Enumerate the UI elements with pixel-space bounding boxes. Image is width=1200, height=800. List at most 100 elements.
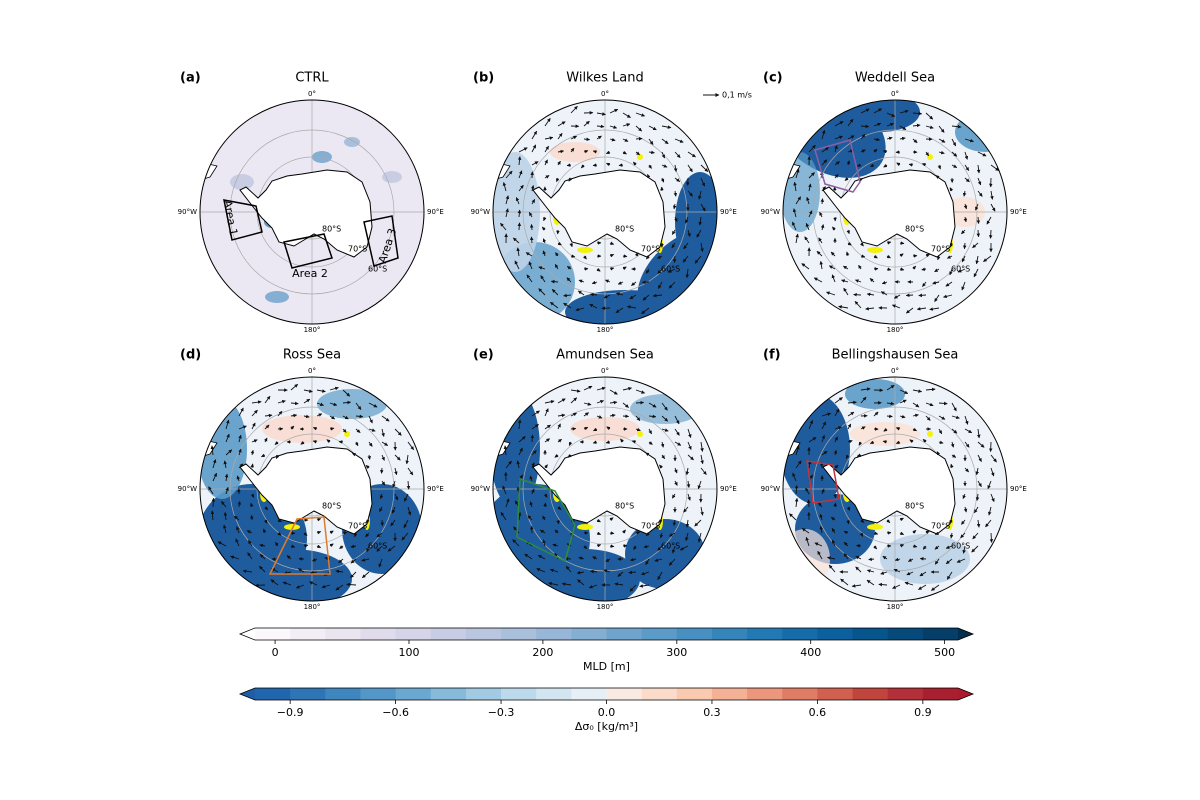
velocity-arrow	[893, 568, 901, 573]
velocity-arrow	[609, 137, 616, 142]
velocity-arrow	[687, 151, 696, 158]
velocity-arrow	[242, 569, 253, 574]
lon-label: 90°W	[471, 485, 490, 493]
velocity-arrow	[909, 439, 914, 444]
velocity-arrow	[277, 518, 282, 523]
colorbar-bin	[290, 688, 326, 700]
panel-title: Wilkes Land	[566, 71, 643, 86]
velocity-arrow	[808, 144, 816, 153]
velocity-arrow	[263, 519, 268, 524]
velocity-arrow	[934, 558, 940, 565]
velocity-arrow	[316, 531, 322, 535]
velocity-arrow	[990, 190, 994, 200]
velocity-arrow	[858, 441, 863, 446]
velocity-arrow	[679, 545, 689, 551]
velocity-arrow	[556, 519, 560, 525]
velocity-arrow	[208, 486, 214, 495]
velocity-arrow	[977, 454, 982, 462]
colorbar-tick-label: 400	[800, 646, 821, 659]
velocity-arrow	[847, 411, 855, 417]
velocity-arrow	[531, 410, 540, 417]
colorbar-bin	[430, 688, 467, 700]
velocity-arrow	[819, 260, 824, 270]
colorbar-tick-label: 300	[666, 646, 687, 659]
velocity-arrow	[886, 122, 894, 127]
map-border	[492, 99, 718, 325]
velocity-arrow	[794, 485, 799, 495]
velocity-arrow	[938, 440, 944, 445]
velocity-arrow	[622, 123, 631, 127]
velocity-arrow	[891, 304, 901, 309]
velocity-arrow	[899, 531, 905, 535]
colorbar-bin	[711, 628, 748, 640]
velocity-arrow	[639, 584, 650, 588]
lat-label: 60°S	[368, 542, 387, 551]
velocity-arrow	[312, 558, 318, 562]
velocity-arrow	[568, 441, 573, 446]
velocity-arrow	[661, 415, 669, 422]
velocity-arrow	[906, 307, 914, 314]
velocity-arrow	[634, 252, 639, 257]
velocity-arrow	[869, 163, 875, 167]
velocity-arrow	[827, 556, 836, 560]
velocity-arrow	[672, 203, 677, 210]
velocity-arrow	[403, 493, 409, 502]
velocity-arrow	[671, 229, 676, 235]
velocity-arrow	[925, 112, 934, 120]
velocity-arrow	[518, 447, 523, 456]
velocity-arrow	[652, 293, 663, 298]
velocity-arrow	[674, 480, 678, 486]
velocity-arrow	[860, 124, 870, 129]
velocity-arrow	[860, 426, 866, 430]
velocity-arrow	[855, 279, 862, 283]
velocity-arrow	[557, 241, 562, 246]
velocity-arrow	[985, 519, 992, 528]
velocity-arrow	[834, 161, 840, 166]
velocity-arrow	[645, 558, 650, 565]
colorbar-bin	[922, 688, 959, 700]
velocity-arrow	[833, 449, 838, 456]
velocity-arrow	[700, 441, 704, 452]
velocity-arrow	[963, 203, 968, 210]
velocity-arrow	[960, 532, 966, 539]
velocity-arrow	[518, 436, 526, 443]
lat-label: 80°S	[615, 225, 634, 234]
velocity-arrow	[592, 556, 598, 560]
velocity-arrow	[886, 241, 892, 245]
velocity-arrow	[938, 138, 946, 143]
velocity-arrow	[673, 164, 678, 173]
velocity-arrow	[381, 415, 390, 422]
velocity-arrow	[657, 545, 663, 551]
velocity-arrow	[648, 138, 654, 145]
panel-title: Weddell Sea	[855, 71, 935, 86]
velocity-arrow	[912, 529, 917, 534]
lat-label: 80°S	[615, 502, 634, 511]
velocity-arrow	[225, 486, 229, 495]
velocity-arrow	[531, 462, 535, 469]
velocity-arrow	[860, 108, 870, 114]
velocity-arrow	[938, 428, 943, 435]
velocity-arrow	[795, 445, 800, 456]
lon-label: 90°E	[720, 208, 737, 216]
velocity-arrow	[886, 112, 896, 117]
lon-label: 0°	[308, 90, 316, 98]
velocity-arrow	[542, 250, 547, 257]
velocity-arrow	[355, 414, 364, 419]
velocity-arrow	[951, 138, 957, 147]
velocity-arrow	[391, 506, 396, 514]
velocity-arrow	[648, 164, 652, 169]
velocity-arrow	[618, 163, 624, 167]
velocity-arrow	[925, 253, 930, 258]
velocity-arrow	[908, 163, 914, 167]
velocity-arrow	[976, 519, 981, 528]
velocity-arrow	[685, 519, 690, 528]
velocity-arrow	[394, 428, 402, 436]
velocity-arrow	[615, 307, 624, 314]
velocity-arrow	[394, 454, 401, 461]
velocity-arrow	[821, 159, 828, 166]
panel-label: (c)	[763, 71, 783, 86]
velocity-arrow	[406, 480, 411, 490]
velocity-arrow	[687, 493, 691, 501]
velocity-arrow	[530, 185, 535, 192]
velocity-arrow	[977, 190, 983, 197]
